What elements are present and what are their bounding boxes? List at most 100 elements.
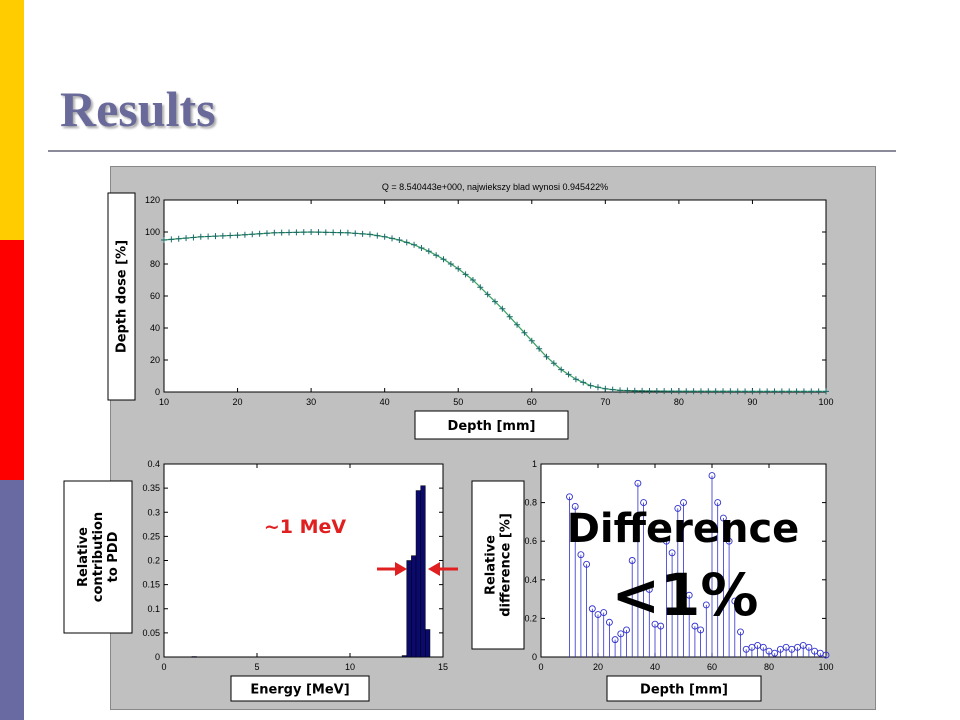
data-point — [322, 229, 329, 236]
y-tick-label: 0 — [155, 652, 160, 662]
data-point — [749, 388, 756, 395]
data-point — [550, 360, 557, 367]
x-tick-label: 15 — [438, 662, 448, 672]
data-point — [381, 233, 388, 240]
difference-value-text: <1% — [611, 561, 758, 629]
bar — [406, 560, 412, 658]
data-point — [344, 229, 351, 236]
stem-marker — [623, 626, 630, 634]
y-tick-label: 0.8 — [524, 498, 537, 508]
stem-marker — [645, 586, 653, 593]
data-point — [168, 236, 175, 243]
data-point — [241, 231, 248, 238]
data-point — [668, 388, 675, 395]
data-point — [271, 229, 278, 236]
stem-marker — [588, 605, 596, 613]
y-tick-label: 0.4 — [524, 575, 537, 585]
chart-1: 10 20 30 40 50 60 70 80 90 100 0 20 40 60 80 100 120 Q = … — [107, 182, 834, 440]
data-point — [617, 387, 624, 394]
data-point — [793, 388, 800, 395]
stem-marker — [719, 514, 727, 522]
y-axis-label-box — [471, 480, 525, 650]
data-point — [161, 237, 167, 243]
stem-marker — [577, 551, 585, 559]
y-tick-label: 120 — [145, 195, 160, 205]
stem-marker — [628, 557, 636, 564]
data-point — [558, 366, 565, 373]
stripe-yellow — [0, 0, 24, 240]
data-point — [756, 388, 763, 395]
data-point — [580, 379, 587, 386]
y-tick-label: 0.05 — [142, 628, 160, 638]
y-axis-label-box — [107, 192, 136, 401]
data-point — [374, 232, 381, 239]
x-tick-label: 5 — [254, 662, 259, 672]
data-point — [734, 388, 741, 395]
stem-marker — [674, 504, 682, 512]
x-tick-label: 100 — [818, 397, 833, 407]
chart-title: Q = 8.540443e+000, najwiekszy blad wynos… — [382, 182, 608, 192]
data-point — [330, 229, 337, 236]
stem-marker — [737, 628, 744, 636]
data-point — [352, 230, 359, 237]
y-axis-label-text: Depth dose [%] — [115, 240, 130, 353]
data-point — [300, 229, 307, 236]
data-point — [727, 388, 734, 395]
data-point — [514, 321, 521, 328]
data-point — [477, 284, 484, 291]
data-point — [646, 387, 653, 394]
data-point — [572, 376, 579, 383]
data-point — [286, 229, 293, 236]
data-point — [403, 239, 410, 246]
data-point — [661, 388, 668, 395]
stripe-red — [0, 240, 24, 480]
data-point — [720, 388, 727, 395]
data-point — [389, 235, 396, 242]
data-point — [764, 388, 771, 395]
x-tick-label: 10 — [345, 662, 355, 672]
data-point — [653, 388, 660, 395]
title-divider — [48, 150, 896, 152]
stem-marker — [708, 472, 716, 480]
data-point — [484, 291, 491, 298]
data-point — [602, 385, 609, 392]
y-tick-label: 0.35 — [142, 483, 160, 493]
stem-marker — [583, 560, 591, 568]
data-point — [227, 232, 234, 239]
data-point — [308, 229, 315, 235]
x-tick-label: 10 — [159, 397, 169, 407]
y-axis-label: Depth dose [%] — [107, 192, 136, 401]
plot-area — [163, 199, 827, 393]
data-point — [197, 233, 204, 240]
y-tick-label: 1 — [532, 459, 537, 469]
data-point — [183, 235, 190, 242]
right-arrow-head — [428, 562, 440, 576]
data-point — [808, 388, 815, 395]
x-tick-label: 0 — [161, 662, 166, 672]
data-point — [212, 233, 219, 240]
stem-marker — [822, 651, 830, 659]
data-point — [278, 229, 285, 236]
stem-marker — [805, 643, 813, 651]
x-tick-label: 80 — [764, 662, 774, 672]
y-axis-label-text: Relativecontributionto PDD — [76, 512, 121, 602]
bar — [411, 555, 417, 658]
bar — [191, 656, 197, 658]
data-point — [742, 388, 749, 395]
stem-marker — [634, 479, 642, 487]
data-point — [205, 233, 212, 240]
data-point — [411, 241, 418, 248]
bar — [425, 629, 431, 658]
data-point — [609, 386, 616, 393]
data-point — [293, 229, 300, 236]
x-axis-label-text: Energy [MeV] — [250, 683, 349, 698]
bar — [415, 490, 421, 658]
stem-marker — [662, 537, 670, 545]
y-axis-label-text: Relativedifference [%] — [484, 513, 514, 617]
x-axis-label: Depth [mm] — [606, 675, 762, 702]
chart-3: 0 20 40 60 80 100 0 0.2 0.4 0.6 0.8 1 Depth [mm] Rela… — [471, 459, 834, 702]
y-tick-label: 40 — [150, 323, 160, 333]
y-axis-label: Relativedifference [%] — [471, 480, 525, 650]
y-tick-label: 0 — [532, 652, 537, 662]
data-point — [190, 234, 197, 241]
